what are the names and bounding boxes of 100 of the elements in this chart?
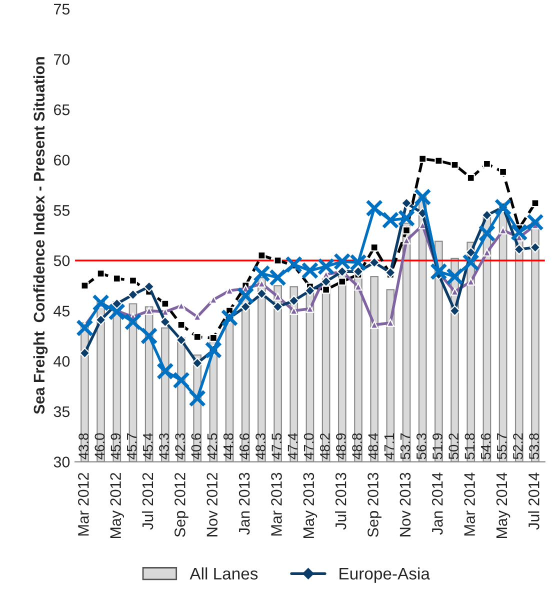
point [258, 280, 266, 288]
data-label: 48.8 [352, 433, 362, 460]
data-label: 40.6 [191, 433, 202, 460]
y-axis-title: Sea Freight Confidence Index - Present Situation [33, 57, 48, 414]
point [401, 198, 412, 209]
point [240, 301, 252, 312]
y-tick-label: 70 [54, 54, 70, 65]
point [530, 242, 541, 253]
x-tick-label: Jan 2013 [238, 472, 250, 535]
point [140, 327, 158, 345]
data-label: 43.8 [78, 433, 88, 460]
x-tick-label: Mar 2012 [78, 472, 89, 536]
point [402, 226, 411, 234]
point [192, 358, 203, 369]
x-tick-label: Mar 2014 [464, 472, 475, 536]
point [161, 300, 170, 308]
point [76, 319, 94, 337]
point [402, 236, 411, 244]
point [499, 226, 508, 234]
point [481, 210, 492, 221]
point [450, 288, 459, 296]
data-label: 47.4 [288, 433, 298, 460]
y-tick-label: 65 [54, 104, 70, 116]
point [144, 281, 155, 292]
point [384, 267, 396, 278]
y-tick-label: 40 [54, 356, 70, 367]
x-tick-label: Jul 2013 [335, 472, 346, 530]
point [386, 318, 394, 327]
data-label: 45.7 [127, 433, 137, 460]
point [209, 334, 218, 342]
point [304, 285, 316, 296]
point [220, 309, 238, 327]
point [176, 334, 187, 346]
point [306, 304, 314, 313]
point [370, 320, 378, 329]
data-label: 42.5 [207, 433, 218, 460]
data-label: 44.8 [223, 433, 234, 460]
data-label: 56.3 [416, 433, 426, 460]
data-label: 43.3 [159, 433, 169, 460]
data-label: 47.5 [272, 433, 282, 460]
point [96, 270, 105, 278]
point [466, 278, 475, 286]
data-label: 48.2 [320, 433, 330, 460]
data-label: 53.7 [400, 433, 410, 460]
point [414, 188, 432, 206]
point [274, 292, 282, 301]
point [418, 154, 427, 163]
point [79, 348, 90, 359]
point [145, 306, 154, 315]
point [124, 313, 142, 331]
point [256, 288, 268, 300]
point [92, 294, 110, 312]
point [272, 301, 284, 312]
point [204, 341, 222, 359]
point [290, 306, 298, 315]
point [434, 156, 443, 165]
point [449, 305, 460, 316]
point [465, 246, 476, 258]
point [446, 268, 464, 286]
data-label: 52.2 [513, 433, 523, 460]
x-tick-label: Jan 2014 [432, 472, 443, 535]
data-label: 47.1 [384, 433, 394, 460]
x-tick-label: Nov 2012 [206, 472, 218, 536]
point [193, 332, 202, 341]
point [526, 214, 544, 231]
data-label: 51.9 [432, 433, 442, 460]
point [160, 316, 171, 328]
data-label: 48.3 [256, 433, 266, 460]
point [156, 362, 174, 380]
point [482, 248, 491, 256]
point [177, 320, 186, 329]
point [95, 314, 106, 326]
y-tick-label: 30 [54, 456, 70, 468]
x-tick-label: May 2012 [110, 472, 124, 538]
data-label: 48.9 [336, 433, 346, 460]
x-tick-label: Jul 2012 [142, 472, 154, 530]
point [322, 286, 330, 294]
point [462, 254, 480, 272]
y-tick-label: 35 [54, 406, 70, 418]
legend-label: Europe-Asia [340, 567, 430, 583]
point [368, 257, 380, 268]
point [172, 372, 190, 389]
point [111, 298, 122, 310]
data-label: 46.6 [240, 433, 250, 460]
point [236, 287, 254, 304]
data-label: 55.7 [497, 433, 507, 460]
x-tick-label: Nov 2013 [400, 472, 411, 536]
point [531, 199, 540, 208]
point [128, 289, 138, 300]
point [285, 256, 303, 274]
data-label: 47.0 [304, 433, 314, 460]
y-tick-label: 60 [54, 154, 70, 166]
data-label: 45.9 [110, 433, 121, 460]
data-label: 51.8 [464, 433, 475, 460]
point [494, 198, 512, 216]
point [352, 266, 364, 278]
point [188, 390, 206, 408]
point [338, 278, 346, 286]
data-label: 42.3 [175, 433, 185, 460]
point [510, 224, 528, 241]
